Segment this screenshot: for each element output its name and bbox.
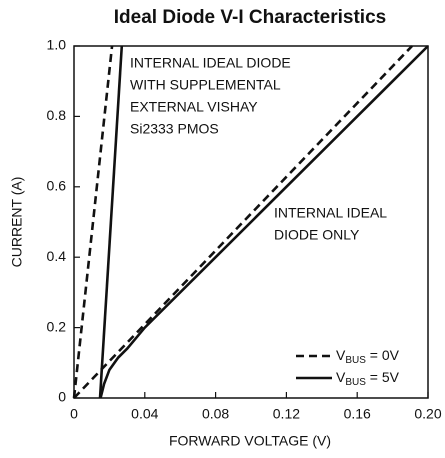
series-line [73, 45, 414, 399]
annotation: WITH SUPPLEMENTAL [130, 77, 281, 93]
annotation: INTERNAL IDEAL [274, 205, 387, 221]
annotation: EXTERNAL VISHAY [130, 99, 258, 115]
y-tick-label: 1.0 [47, 37, 67, 53]
legend-main: V [336, 347, 346, 363]
legend-label: VBUS = 5V [336, 369, 400, 388]
y-tick-label: 0.2 [47, 318, 67, 334]
annotation: Si2333 PMOS [130, 121, 219, 137]
x-tick-label: 0.20 [414, 406, 441, 422]
chart-title: Ideal Diode V-I Characteristics [114, 7, 386, 28]
legend-rest: = 0V [366, 347, 400, 363]
x-tick-label: 0 [70, 406, 78, 422]
annotation: INTERNAL IDEAL DIODE [130, 55, 291, 71]
legend-label: VBUS = 0V [336, 347, 400, 366]
x-axis-label: FORWARD VOLTAGE (V) [169, 433, 331, 449]
x-tick-label: 0.08 [202, 406, 229, 422]
y-tick-label: 0.4 [47, 248, 67, 264]
y-tick-label: 0.8 [47, 107, 67, 123]
x-tick-label: 0.04 [131, 406, 158, 422]
series-line [98, 45, 124, 399]
series-line [72, 45, 114, 399]
legend-rest: = 5V [366, 369, 400, 385]
y-tick-label: 0.6 [47, 178, 67, 194]
x-tick-label: 0.12 [273, 406, 300, 422]
plot-frame [73, 45, 429, 399]
annotation: DIODE ONLY [274, 227, 360, 243]
y-axis-label: CURRENT (A) [9, 177, 25, 268]
y-tick-label: 0 [58, 389, 66, 405]
legend-sub: BUS [345, 377, 366, 388]
series-line [99, 45, 429, 399]
legend-sub: BUS [345, 355, 366, 366]
x-tick-label: 0.16 [344, 406, 371, 422]
legend-main: V [336, 369, 346, 385]
